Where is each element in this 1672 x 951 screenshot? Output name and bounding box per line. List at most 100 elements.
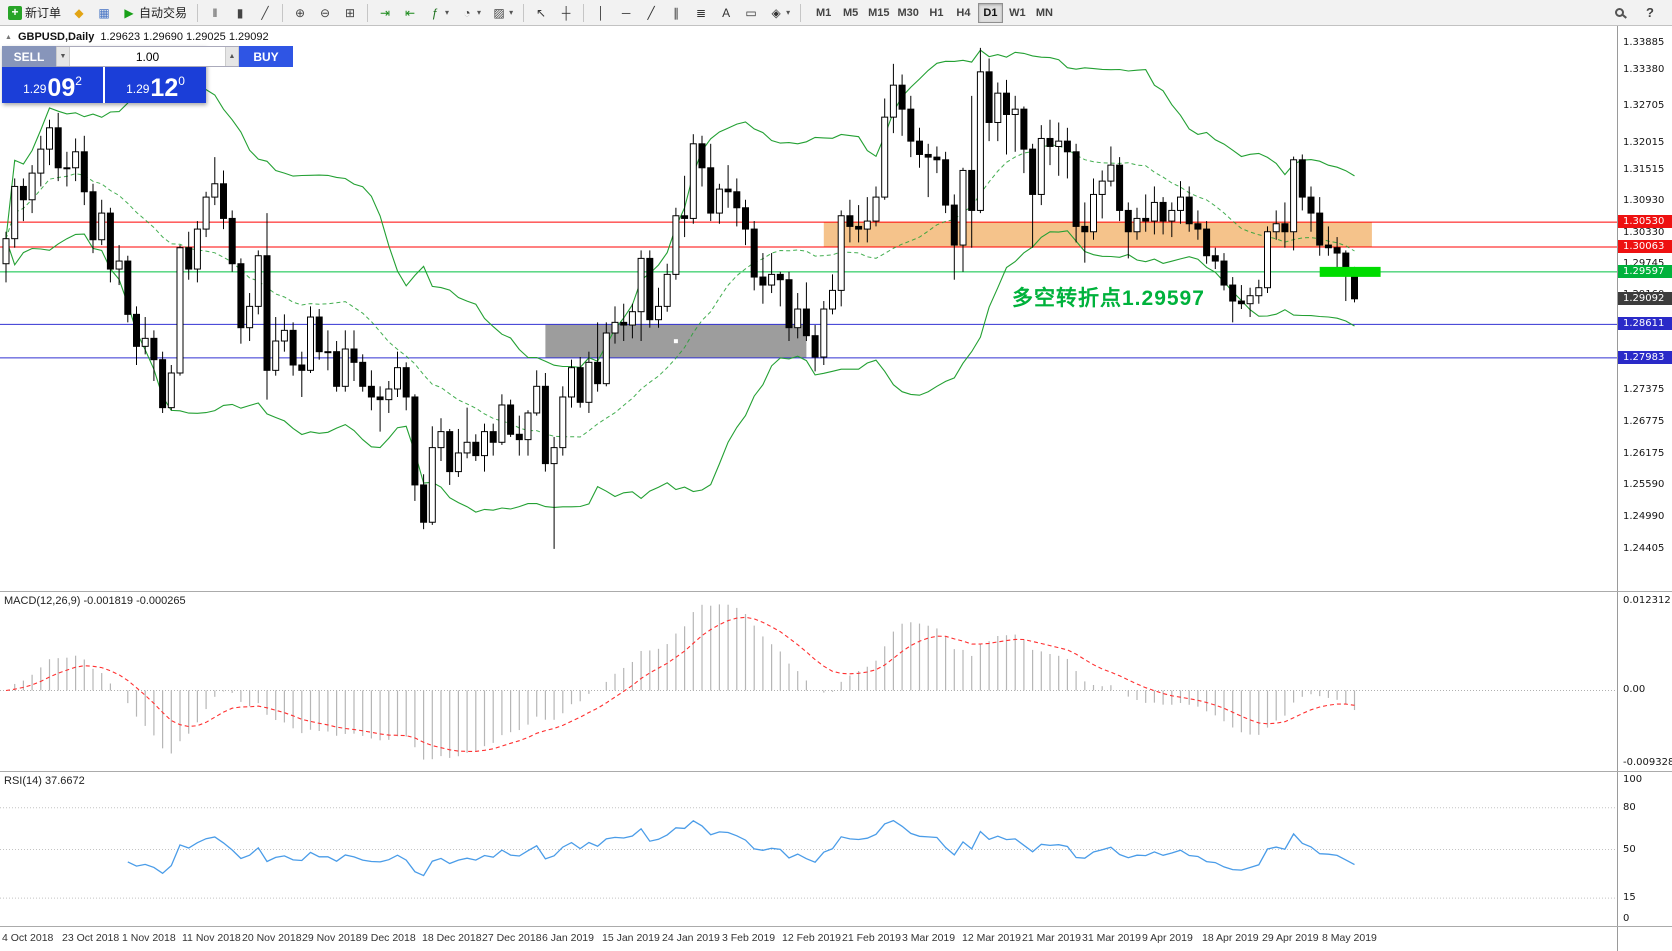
timeframe-mn-button[interactable]: MN	[1035, 6, 1053, 19]
chart-shift-button[interactable]: ⇤	[398, 2, 422, 24]
sell-button[interactable]: SELL	[2, 46, 56, 67]
rsi-scale-label: 80	[1623, 801, 1636, 813]
symbol-name: GBPUSD,Daily	[17, 31, 95, 43]
sell-price-prefix: 1.29	[23, 82, 47, 96]
toolbar-separator	[367, 3, 369, 22]
toolbar: + 新订单 ◆ ▦ ▶ 自动交易 ‖ ▮ ╱ ⊕ ⊖ ⊞ ⇥ ⇤ ƒ ▾ ◔ ▾ ▨ ▾ ↖ ┼ │ ─ ╱ ∥ ≣ A ▭ ◈ ▾ M1 M…	[0, 0, 1672, 26]
sell-price-display[interactable]: 1.29 09 2	[2, 67, 103, 103]
shapes-icon: ◈	[771, 5, 781, 20]
macd-scale-min: -0.009328	[1623, 757, 1672, 768]
crosshair-button[interactable]: ┼	[554, 2, 578, 24]
price-tick: 1.31515	[1623, 163, 1665, 175]
new-order-button[interactable]: + 新订单	[3, 2, 66, 24]
auto-scroll-button[interactable]: ⇥	[373, 2, 397, 24]
search-button[interactable]	[1610, 2, 1629, 24]
help-button[interactable]: ?	[1646, 5, 1654, 20]
line-chart-icon: ╱	[261, 5, 269, 20]
timeframe-w1-button[interactable]: W1	[1009, 6, 1026, 19]
timeframe-m5-button[interactable]: M5	[842, 6, 859, 19]
zone-handle[interactable]	[673, 339, 678, 344]
rsi-chart-svg[interactable]	[0, 772, 1617, 926]
price-tick: 1.30930	[1623, 194, 1665, 206]
indicators-button[interactable]: ƒ ▾	[423, 2, 454, 24]
timeframe-m30-button[interactable]: M30	[897, 6, 919, 19]
pivot-highlight-bar[interactable]	[1319, 266, 1381, 277]
date-tick: 29 Nov 2018	[302, 932, 362, 944]
price-tick: 1.32705	[1623, 100, 1665, 112]
toolbar-separator	[197, 3, 199, 22]
timeframe-m1-button[interactable]: M1	[815, 6, 832, 19]
toolbar-left: + 新订单 ◆ ▦ ▶ 自动交易 ‖ ▮ ╱ ⊕ ⊖ ⊞ ⇥ ⇤ ƒ ▾ ◔ ▾ ▨ ▾ ↖ ┼ │ ─ ╱ ∥ ≣ A ▭ ◈ ▾	[3, 2, 805, 24]
bar-chart-button[interactable]: ‖	[203, 2, 227, 24]
zoom-in-button[interactable]: ⊕	[288, 2, 312, 24]
volume-input[interactable]	[70, 47, 225, 66]
crosshair-icon: ┼	[561, 5, 571, 20]
date-tick: 12 Mar 2019	[962, 932, 1021, 944]
rsi-scale-label: 50	[1623, 843, 1636, 855]
zoom-out-button[interactable]: ⊖	[313, 2, 337, 24]
indicators-icon: ƒ	[431, 5, 439, 20]
vertical-line-button[interactable]: │	[589, 2, 613, 24]
price-chart-panel[interactable]: ▲ GBPUSD,Daily 1.29623 1.29690 1.29025 1…	[0, 26, 1672, 591]
macd-chart-svg[interactable]	[0, 592, 1617, 771]
candlestick-chart-button[interactable]: ▮	[228, 2, 252, 24]
rsi-scale[interactable]: 100 80 50 15 0	[1617, 772, 1672, 926]
market-watch-icon: ◆	[74, 5, 84, 20]
date-tick: 23 Oct 2018	[62, 932, 120, 944]
date-tick: 6 Jan 2019	[542, 932, 594, 944]
price-level-tag: 1.30530	[1618, 215, 1672, 229]
timeframe-h4-button[interactable]: H4	[956, 6, 971, 19]
price-chart-svg[interactable]	[0, 26, 1617, 591]
auto-trading-button[interactable]: ▶ 自动交易	[117, 2, 192, 24]
shapes-button[interactable]: ◈ ▾	[764, 2, 795, 24]
tile-windows-button[interactable]: ⊞	[338, 2, 362, 24]
volume-increase-button[interactable]: ▲	[225, 47, 239, 66]
timeframe-d1-button[interactable]: D1	[977, 2, 1003, 23]
cursor-icon: ↖	[536, 5, 547, 20]
date-tick: 31 Mar 2019	[1082, 932, 1141, 944]
volume-decrease-button[interactable]: ▼	[56, 47, 70, 66]
price-tick: 1.25590	[1623, 479, 1665, 491]
periods-button[interactable]: ◔ ▾	[455, 2, 486, 24]
sell-price-sup: 2	[75, 74, 82, 88]
dropdown-arrow-icon: ▾	[477, 8, 482, 17]
text-button[interactable]: A	[714, 2, 738, 24]
date-tick: 21 Mar 2019	[1022, 932, 1081, 944]
buy-price-display[interactable]: 1.29 12 0	[105, 67, 206, 103]
price-level-tag: 1.28611	[1618, 317, 1672, 331]
equidistant-channel-button[interactable]: ∥	[664, 2, 688, 24]
macd-scale[interactable]: 0.012312 0.00 -0.009328	[1617, 592, 1672, 771]
rsi-scale-label: 0	[1623, 913, 1630, 924]
templates-button[interactable]: ▨ ▾	[487, 2, 518, 24]
macd-panel[interactable]: MACD(12,26,9) -0.001819 -0.000265 0.0123…	[0, 591, 1672, 771]
fibonacci-button[interactable]: ≣	[689, 2, 713, 24]
chart-window: ▲ GBPUSD,Daily 1.29623 1.29690 1.29025 1…	[0, 26, 1672, 951]
horizontal-line-button[interactable]: ─	[614, 2, 638, 24]
zoom-out-icon: ⊖	[320, 5, 331, 20]
text-label-button[interactable]: ▭	[739, 2, 763, 24]
date-tick: 20 Nov 2018	[242, 932, 302, 944]
rsi-panel[interactable]: RSI(14) 37.6672 100 80 50 15 0	[0, 771, 1672, 926]
timeframe-h1-button[interactable]: H1	[929, 6, 944, 19]
timeframe-m15-button[interactable]: M15	[868, 6, 890, 19]
macd-scale-max: 0.012312	[1623, 595, 1671, 606]
price-scale[interactable]: 1.33885 1.33380 1.32705 1.32015 1.31515 1.309…	[1617, 26, 1672, 591]
buy-button[interactable]: BUY	[239, 46, 293, 67]
horizontal-line-icon: ─	[621, 5, 631, 20]
date-axis[interactable]: 4 Oct 2018 23 Oct 2018 1 Nov 2018 11 Nov 20…	[0, 926, 1672, 951]
date-tick: 24 Jan 2019	[662, 932, 720, 944]
price-tick: 1.30330	[1623, 226, 1665, 238]
line-chart-button[interactable]: ╱	[253, 2, 277, 24]
macd-scale-zero: 0.00	[1623, 684, 1646, 696]
data-window-button[interactable]: ▦	[92, 2, 116, 24]
resistance-zone[interactable]	[823, 222, 1372, 248]
date-tick: 11 Nov 2018	[182, 932, 241, 944]
trendline-button[interactable]: ╱	[639, 2, 663, 24]
cursor-button[interactable]: ↖	[529, 2, 553, 24]
market-watch-button[interactable]: ◆	[67, 2, 91, 24]
collapse-arrow-icon[interactable]: ▲	[5, 33, 12, 41]
auto-trading-label: 自动交易	[139, 6, 188, 20]
price-tick: 1.24405	[1623, 542, 1665, 554]
date-tick: 27 Dec 2018	[482, 932, 542, 944]
